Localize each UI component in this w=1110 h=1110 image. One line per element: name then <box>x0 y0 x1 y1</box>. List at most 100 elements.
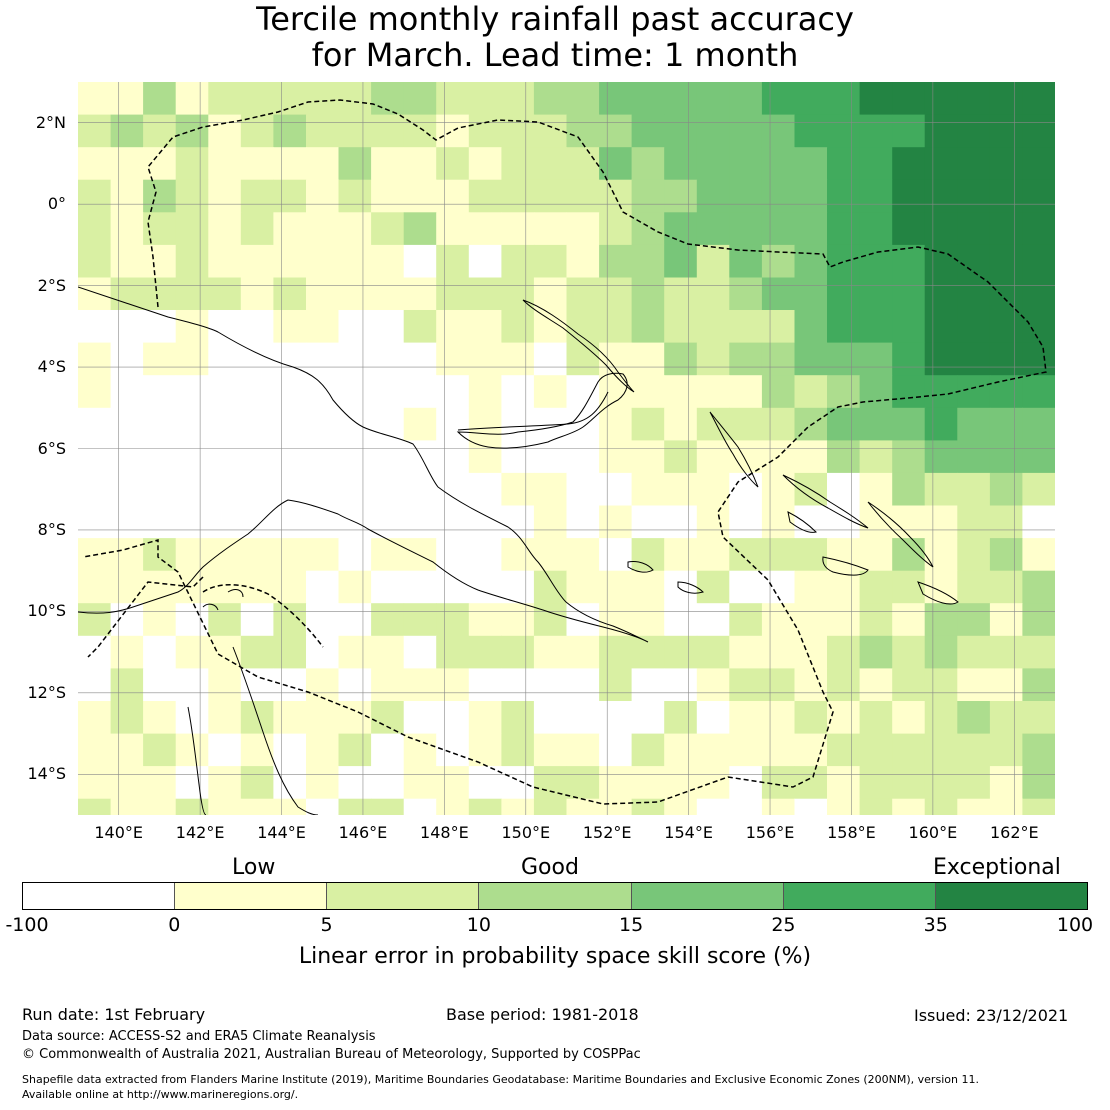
longitude-label: 152°E <box>582 823 632 842</box>
skill-cell <box>533 603 567 637</box>
colorbar-tick-label: 5 <box>320 914 333 936</box>
skill-cell <box>208 179 242 213</box>
skill-cell <box>371 114 405 148</box>
skill-cell <box>892 701 926 735</box>
skill-cell <box>78 212 112 246</box>
skill-cell <box>403 440 437 474</box>
skill-cell <box>110 701 144 735</box>
skill-cell <box>696 82 730 116</box>
skill-cell <box>175 212 209 246</box>
skill-cell <box>696 538 730 572</box>
skill-cell <box>989 82 1023 116</box>
longitude-label: 154°E <box>664 823 713 842</box>
skill-cell <box>371 766 405 800</box>
skill-cell <box>143 375 177 409</box>
skill-cell <box>892 342 926 376</box>
skill-cell <box>371 570 405 604</box>
coastline-cape-york-east <box>232 646 319 815</box>
skill-cell <box>403 733 437 767</box>
skill-cell <box>989 244 1023 278</box>
skill-cell <box>436 342 470 376</box>
colorbar <box>22 882 1088 910</box>
latitude-label: 2°N <box>35 112 66 132</box>
skill-cell <box>240 440 274 474</box>
skill-cell <box>566 440 600 474</box>
skill-cell <box>859 668 893 702</box>
skill-cell <box>110 505 144 539</box>
skill-cell <box>175 147 209 181</box>
skill-cell <box>696 407 730 441</box>
skill-cell <box>924 342 958 376</box>
skill-cell <box>631 82 665 116</box>
skill-cell <box>794 603 828 637</box>
skill-cell <box>143 342 177 376</box>
skill-cell <box>78 635 112 669</box>
skill-cell <box>273 244 307 278</box>
skill-cell <box>696 244 730 278</box>
skill-cell <box>892 212 926 246</box>
skill-cell <box>306 505 340 539</box>
skill-cell <box>1022 212 1055 246</box>
skill-cell <box>110 342 144 376</box>
skill-cell <box>143 668 177 702</box>
skill-cell <box>599 798 633 815</box>
skill-cell <box>566 375 600 409</box>
skill-cell <box>957 407 991 441</box>
skill-cell <box>729 375 763 409</box>
skill-cell <box>403 505 437 539</box>
skill-cell <box>175 668 209 702</box>
latitude-label: 10°S <box>27 601 66 621</box>
skill-cell <box>631 635 665 669</box>
skill-cell <box>794 375 828 409</box>
skill-cell <box>957 635 991 669</box>
skill-cell <box>892 635 926 669</box>
skill-cell <box>892 147 926 181</box>
longitude-label: 140°E <box>94 823 144 842</box>
skill-cell <box>859 342 893 376</box>
skill-cell <box>696 603 730 637</box>
skill-cell <box>729 505 763 539</box>
skill-cell <box>403 668 437 702</box>
skill-cell <box>78 179 112 213</box>
skill-cell <box>696 668 730 702</box>
skill-cell <box>501 635 535 669</box>
skill-cell <box>664 212 698 246</box>
skill-cell <box>827 310 861 344</box>
skill-cell <box>533 212 567 246</box>
colorbar-segment <box>935 883 1087 909</box>
skill-cell <box>110 82 144 116</box>
skill-cell <box>240 179 274 213</box>
skill-cell <box>403 82 437 116</box>
skill-cell <box>371 310 405 344</box>
skill-cell <box>729 603 763 637</box>
skill-cell <box>761 668 795 702</box>
skill-cell <box>989 277 1023 311</box>
skill-cell <box>436 114 470 148</box>
skill-cell <box>533 147 567 181</box>
skill-cell <box>892 472 926 506</box>
skill-cell <box>143 310 177 344</box>
skill-cell <box>794 147 828 181</box>
skill-cell <box>989 635 1023 669</box>
skill-cell <box>436 798 470 815</box>
skill-cell <box>761 147 795 181</box>
skill-cell <box>110 440 144 474</box>
skill-cell <box>599 635 633 669</box>
skill-cell <box>501 505 535 539</box>
map-gridlines <box>78 82 1055 815</box>
skill-cell <box>566 733 600 767</box>
skill-cell <box>729 179 763 213</box>
skill-cell <box>729 407 763 441</box>
skill-cell <box>436 570 470 604</box>
skill-cell <box>729 668 763 702</box>
skill-cell <box>989 505 1023 539</box>
skill-cell <box>794 668 828 702</box>
skill-cell <box>78 114 112 148</box>
skill-cell <box>859 179 893 213</box>
skill-cell <box>892 505 926 539</box>
skill-cell <box>827 114 861 148</box>
skill-cell <box>631 342 665 376</box>
skill-cell <box>338 472 372 506</box>
skill-cell <box>78 668 112 702</box>
skill-cell <box>957 538 991 572</box>
